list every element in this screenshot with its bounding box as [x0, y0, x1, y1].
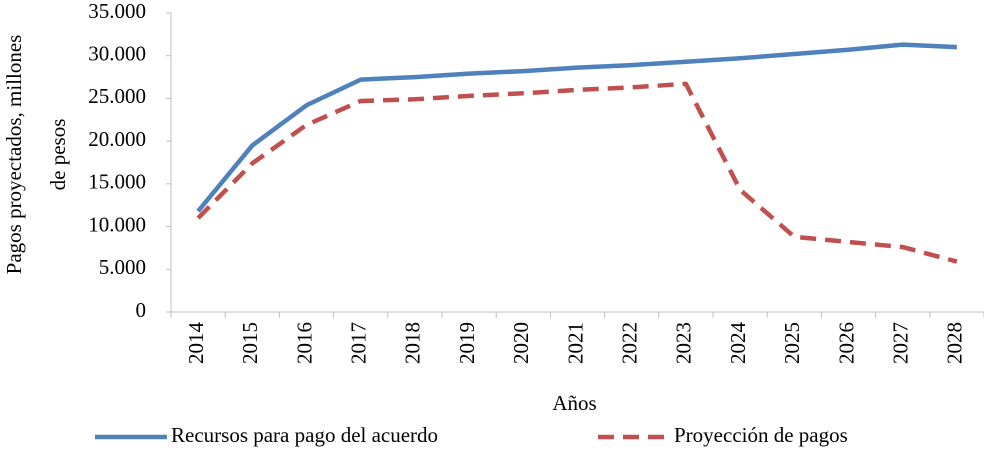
x-tick-label: 2026: [834, 322, 858, 364]
x-tick-label: 2024: [726, 322, 750, 365]
series-line: [196, 81, 958, 264]
y-axis-label: de pesos: [46, 119, 70, 191]
x-tick-label: 2022: [618, 322, 642, 364]
x-axis-label: Años: [552, 391, 596, 415]
x-tick-label: 2027: [889, 322, 913, 364]
x-tick-label: 2014: [184, 322, 208, 365]
x-tick-label: 2028: [943, 322, 967, 364]
y-axis-label: Pagos proyectados, millones: [2, 35, 26, 275]
legend-label: Recursos para pago del acuerdo: [171, 423, 438, 447]
y-tick-label: 0: [136, 298, 147, 322]
y-tick-label: 10.000: [88, 212, 146, 236]
x-tick-label: 2020: [509, 322, 533, 364]
x-tick-label: 2023: [672, 322, 696, 364]
y-tick-label: 25.000: [88, 84, 146, 108]
y-tick-label: 15.000: [88, 170, 146, 194]
x-tick-label: 2018: [401, 322, 425, 364]
series-line: [196, 42, 958, 213]
x-tick-label: 2025: [780, 322, 804, 364]
y-tick-label: 20.000: [88, 127, 146, 151]
x-tick-label: 2021: [563, 322, 587, 364]
x-tick-label: 2016: [292, 322, 316, 364]
y-tick-label: 30.000: [88, 42, 146, 66]
x-tick-label: 2017: [347, 322, 371, 364]
y-tick-label: 5.000: [99, 255, 146, 279]
legend-label: Proyección de pagos: [674, 423, 848, 447]
x-tick-label: 2015: [238, 322, 262, 364]
y-tick-label: 35.000: [88, 0, 146, 23]
x-tick-label: 2019: [455, 322, 479, 364]
